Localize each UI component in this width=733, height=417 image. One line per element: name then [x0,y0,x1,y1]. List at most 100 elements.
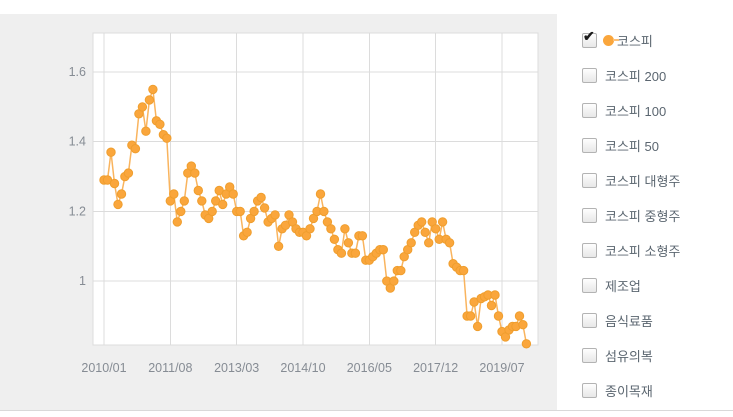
checkbox-unchecked[interactable] [582,313,597,328]
legend-item-label[interactable]: 제조업 [605,279,641,294]
data-point-marker [228,189,238,199]
data-point-marker [406,238,416,248]
data-point-marker [137,102,148,112]
checkbox-unchecked[interactable] [582,278,597,293]
data-point-marker [113,199,123,210]
data-point-marker [420,227,430,238]
y-axis-tick-label: 1.6 [69,65,86,79]
checkbox-checked[interactable] [582,29,597,48]
checkbox-unchecked[interactable] [582,383,597,398]
checkbox-unchecked[interactable] [582,68,597,83]
x-axis-tick-label: 2010/01 [81,361,126,375]
legend-item-label[interactable]: 섬유의복 [605,349,653,364]
series-markers-kospi [99,84,532,349]
data-point-marker [193,185,204,196]
legend-item-1[interactable]: 코스피 [582,23,733,58]
x-axis-tick-label: 2016/05 [347,361,392,375]
checkbox-unchecked[interactable] [582,243,597,258]
y-axis-tick-label: 1.2 [69,204,86,218]
data-point-marker [116,189,127,199]
data-point-marker [437,217,448,227]
data-point-marker [249,206,259,217]
data-point-marker [417,217,427,227]
data-point-marker [431,224,441,234]
checkbox-unchecked[interactable] [582,138,597,153]
data-point-marker [518,320,528,330]
data-point-marker [326,224,336,234]
data-point-marker [336,248,347,258]
data-point-marker [319,206,329,217]
legend-item-label[interactable]: 종이목재 [605,384,653,399]
series-marker-icon [603,35,619,46]
data-point-marker [141,126,151,136]
data-point-marker [144,95,155,105]
data-point-marker [242,227,252,238]
data-point-marker [329,234,340,245]
data-point-marker [396,265,406,276]
data-point-marker [472,321,483,332]
legend-item-11[interactable]: 종이목재 [582,373,733,408]
data-point-marker [259,203,270,213]
data-point-marker [343,238,354,248]
data-point-marker [162,133,172,143]
legend-item-label[interactable]: 음식료품 [605,314,653,329]
data-point-marker [109,178,120,189]
legend-item-4[interactable]: 코스피 50 [582,128,733,163]
legend-item-label[interactable]: 코스피 100 [605,104,667,119]
data-point-marker [389,276,399,286]
data-point-marker [305,224,315,234]
data-point-marker [148,84,158,95]
gridlines [92,32,539,346]
data-point-marker [424,238,434,248]
legend-item-10[interactable]: 섬유의복 [582,338,733,373]
x-axis-tick-label: 2017/12 [413,361,458,375]
legend-item-9[interactable]: 음식료품 [582,303,733,338]
checkbox-unchecked[interactable] [582,103,597,118]
legend-item-label[interactable]: 코스피 50 [605,139,659,154]
data-point-marker [315,189,326,199]
data-point-marker [270,210,280,220]
x-axis-tick-label: 2013/03 [214,361,259,375]
x-axis-tick-label: 2019/07 [479,361,524,375]
data-point-marker [256,192,266,203]
legend-item-2[interactable]: 코스피 200 [582,58,733,93]
legend-item-5[interactable]: 코스피 대형주 [582,163,733,198]
data-point-marker [493,311,504,321]
data-point-marker [197,196,207,206]
data-point-marker [465,311,476,321]
y-axis-tick-label: 1.4 [69,135,86,149]
data-point-marker [176,206,186,217]
plot-area [93,33,538,345]
data-point-marker [106,147,116,157]
data-point-marker [218,199,228,210]
legend-item-6[interactable]: 코스피 중형주 [582,198,733,233]
data-point-marker [123,168,134,178]
data-point-marker [273,241,284,252]
checkbox-unchecked[interactable] [582,348,597,363]
data-point-marker [169,189,179,199]
plot-border [92,32,539,346]
data-point-marker [444,238,455,248]
x-axis-tick-label: 2011/08 [148,361,192,375]
y-axis-tick-label: 1 [79,274,86,288]
legend-item-3[interactable]: 코스피 100 [582,93,733,128]
legend-item-label[interactable]: 코스피 200 [605,69,667,84]
x-axis-tick-label: 2014/10 [280,361,325,375]
legend-item-8[interactable]: 제조업 [582,268,733,303]
checkbox-unchecked[interactable] [582,173,597,188]
legend-item-7[interactable]: 코스피 소형주 [582,233,733,268]
legend-item-label[interactable]: 코스피 대형주 [605,174,681,189]
data-point-marker [378,245,388,255]
data-point-marker [179,196,190,206]
data-point-marker [207,206,217,217]
legend-item-label[interactable]: 코스피 [617,34,653,49]
legend-item-label[interactable]: 코스피 소형주 [605,244,681,259]
checkbox-unchecked[interactable] [582,208,597,223]
data-point-marker [235,206,245,217]
data-point-marker [486,300,497,311]
legend-item-label[interactable]: 코스피 중형주 [605,209,681,224]
data-point-marker [190,168,200,178]
